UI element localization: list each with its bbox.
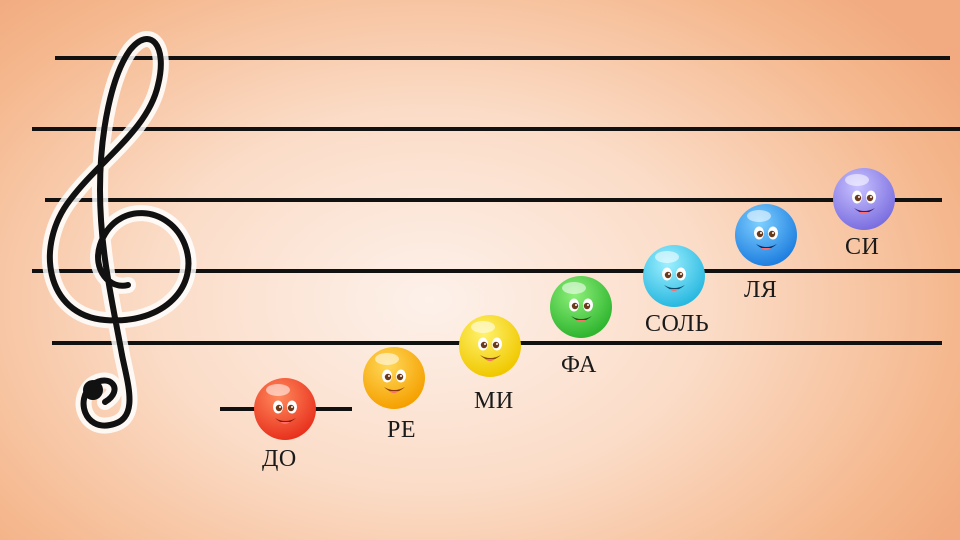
note-mi — [457, 313, 523, 379]
note-si — [831, 166, 897, 232]
smiling-note-icon — [550, 276, 612, 338]
note-label-si: СИ — [845, 234, 880, 260]
smiling-note-icon — [363, 347, 425, 409]
note-fa — [548, 274, 614, 340]
treble-clef-icon — [41, 31, 197, 434]
smiling-note-icon — [254, 378, 316, 440]
note-label-do: ДО — [262, 446, 297, 472]
smiling-note-icon — [735, 204, 797, 266]
smiling-note-icon — [643, 245, 705, 307]
note-la — [733, 202, 799, 268]
note-sol — [641, 243, 707, 309]
note-label-re: РЕ — [387, 417, 417, 443]
smiling-note-icon — [833, 168, 895, 230]
note-do — [252, 376, 318, 442]
note-label-mi: МИ — [474, 388, 514, 414]
note-label-sol: СОЛЬ — [645, 311, 710, 337]
smiling-note-icon — [459, 315, 521, 377]
note-label-la: ЛЯ — [744, 277, 778, 303]
note-label-fa: ФА — [561, 352, 597, 378]
note-re — [361, 345, 427, 411]
